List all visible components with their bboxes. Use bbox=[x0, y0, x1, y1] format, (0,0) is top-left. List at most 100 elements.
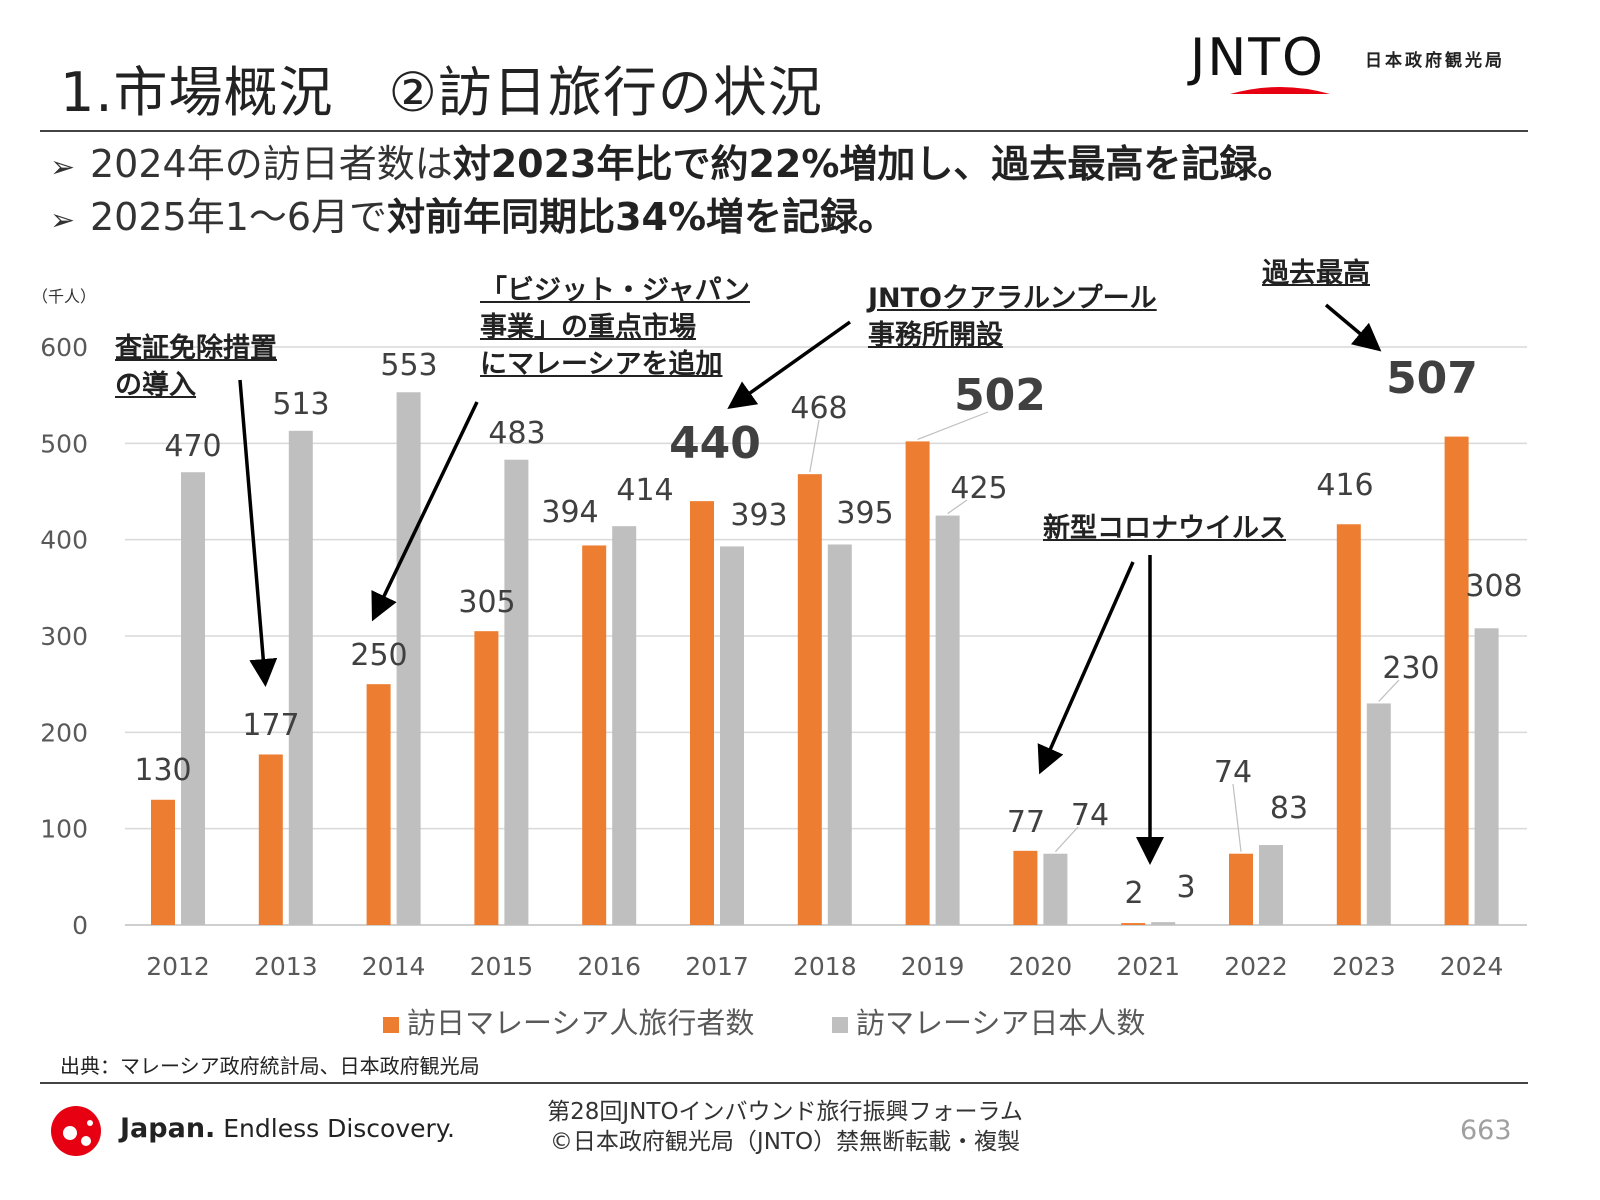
leader-line bbox=[809, 419, 820, 473]
bar bbox=[181, 472, 205, 925]
data-label: 83 bbox=[1270, 791, 1308, 826]
annotation-arrow bbox=[238, 379, 278, 687]
footer-divider bbox=[40, 1082, 1528, 1084]
y-tick-label: 500 bbox=[40, 429, 88, 458]
bar bbox=[258, 754, 283, 925]
data-label: 74 bbox=[1071, 798, 1109, 833]
legend-swatch bbox=[383, 1017, 399, 1033]
y-tick-label: 100 bbox=[40, 815, 88, 844]
legend-item-malaysian-visitors: 訪日マレーシア人旅行者数 bbox=[383, 1000, 754, 1042]
data-label: 393 bbox=[730, 498, 787, 533]
logo-swoosh-icon bbox=[1230, 87, 1330, 94]
data-label: 507 bbox=[1386, 353, 1478, 404]
legend-item-japanese-visitors: 訪マレーシア日本人数 bbox=[832, 1000, 1145, 1042]
bar bbox=[1474, 628, 1499, 925]
bar bbox=[905, 441, 930, 925]
footer-text: 第28回JNTOインバウンド旅行振興フォーラム ©日本政府観光局（JNTO）禁無… bbox=[0, 1097, 1570, 1157]
bar bbox=[797, 474, 822, 925]
bullet-1: ➢ 2024年の訪日者数は対2023年比で約22%増加し、過去最高を記録。 bbox=[50, 133, 1295, 188]
bar bbox=[1444, 436, 1469, 925]
bar bbox=[582, 545, 607, 925]
data-label: 553 bbox=[380, 348, 437, 383]
data-label: 130 bbox=[134, 753, 191, 788]
bar bbox=[1013, 850, 1038, 925]
data-label: 230 bbox=[1382, 651, 1439, 686]
x-tick-label: 2024 bbox=[1440, 952, 1504, 981]
bar bbox=[935, 515, 960, 925]
data-label: 470 bbox=[164, 429, 221, 464]
bullet-bold-text: 対前年同期比34%増を記録。 bbox=[387, 195, 897, 239]
y-unit-label: （千人） bbox=[32, 287, 97, 306]
data-label: 414 bbox=[616, 473, 673, 508]
leader-line bbox=[1054, 826, 1079, 853]
bar bbox=[1336, 524, 1361, 925]
arrow-bullet-icon: ➢ bbox=[50, 150, 76, 185]
japan-brand: Japan. Endless Discovery. bbox=[120, 1113, 455, 1144]
data-label: 513 bbox=[272, 387, 329, 422]
bar bbox=[474, 631, 499, 925]
data-label: 305 bbox=[458, 585, 515, 620]
bar bbox=[1121, 923, 1146, 925]
annotation-arrow bbox=[371, 401, 479, 622]
x-tick-label: 2013 bbox=[254, 952, 318, 981]
bar-chart: 0 100 200 300 400 500 600 2012 2013 2014 2015 2016 2… bbox=[40, 303, 1527, 981]
y-tick-label: 300 bbox=[40, 622, 88, 651]
bar bbox=[612, 526, 637, 925]
leader-line bbox=[917, 411, 989, 440]
header-divider bbox=[40, 130, 1528, 132]
x-tick-label: 2016 bbox=[577, 952, 641, 981]
y-tick-label: 400 bbox=[40, 526, 88, 555]
data-label: 394 bbox=[541, 495, 598, 530]
annotation-covid: 新型コロナウイルス bbox=[1043, 513, 1286, 544]
data-label: 250 bbox=[350, 638, 407, 673]
bar bbox=[288, 430, 313, 925]
data-label: 74 bbox=[1214, 755, 1252, 790]
x-tick-label: 2022 bbox=[1224, 952, 1288, 981]
page-title: 1.市場概況 ②訪日旅行の状況 bbox=[60, 61, 823, 124]
bar bbox=[1229, 853, 1253, 925]
jnto-logo: JNTO 日本政府観光局 bbox=[1190, 28, 1520, 108]
data-label: 440 bbox=[669, 418, 761, 469]
data-label: 395 bbox=[836, 496, 893, 531]
annotation-visa-exemption: 査証免除措置 の導入 bbox=[115, 333, 277, 401]
logo-subtitle: 日本政府観光局 bbox=[1365, 51, 1505, 71]
data-label: 77 bbox=[1007, 805, 1045, 840]
annotation-kl-office: JNTOクアラルンプール 事務所開設 bbox=[868, 283, 1157, 351]
data-label: 3 bbox=[1176, 870, 1195, 905]
page-number: 663 bbox=[1460, 1115, 1512, 1146]
data-label: 416 bbox=[1316, 468, 1373, 503]
y-tick-label: 600 bbox=[40, 333, 88, 362]
annotation-arrow bbox=[1037, 561, 1135, 775]
bar bbox=[366, 684, 391, 925]
legend-swatch bbox=[832, 1017, 848, 1033]
bullet-2: ➢ 2025年1～6月で対前年同期比34%増を記録。 bbox=[50, 186, 896, 241]
footer-event: 第28回JNTOインバウンド旅行振興フォーラム bbox=[547, 1099, 1023, 1125]
bar bbox=[827, 544, 852, 925]
brand-bold: Japan. bbox=[120, 1113, 216, 1144]
x-tick-label: 2018 bbox=[793, 952, 857, 981]
bar bbox=[720, 546, 744, 925]
bar bbox=[690, 501, 714, 925]
bullet-bold-text: 対2023年比で約22%増加し、過去最高を記録。 bbox=[452, 142, 1296, 186]
y-tick-label: 0 bbox=[72, 911, 88, 940]
data-label: 2 bbox=[1124, 876, 1143, 911]
y-tick-label: 200 bbox=[40, 718, 88, 747]
data-label: 468 bbox=[790, 391, 847, 426]
bar bbox=[396, 392, 421, 925]
bar bbox=[1366, 703, 1391, 925]
bar bbox=[151, 799, 175, 925]
x-tick-label: 2017 bbox=[685, 952, 749, 981]
annotation-arrow bbox=[1324, 303, 1382, 352]
leader-line bbox=[947, 499, 968, 515]
x-tick-label: 2020 bbox=[1009, 952, 1073, 981]
data-label: 308 bbox=[1465, 569, 1522, 604]
data-label: 502 bbox=[954, 370, 1046, 421]
data-label: 177 bbox=[242, 708, 299, 743]
sakura-logo-icon bbox=[51, 1106, 101, 1156]
x-tick-label: 2021 bbox=[1116, 952, 1180, 981]
brand-tagline: Endless Discovery. bbox=[223, 1114, 455, 1143]
bar bbox=[504, 459, 529, 925]
bar bbox=[1151, 922, 1176, 925]
bar bbox=[1259, 845, 1283, 925]
arrow-bullet-icon: ➢ bbox=[50, 203, 76, 238]
